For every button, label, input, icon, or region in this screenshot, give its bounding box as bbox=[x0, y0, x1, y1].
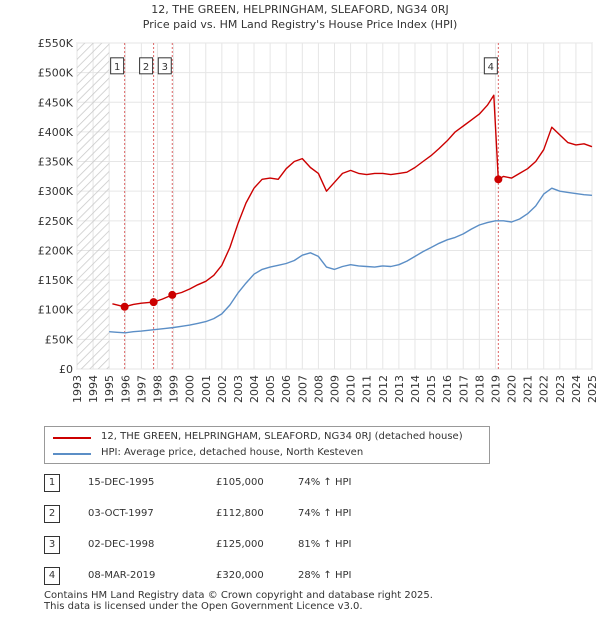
sale-row: 2 03-OCT-1997 £112,800 74% ↑ HPI bbox=[44, 504, 484, 524]
sale-point bbox=[494, 175, 503, 184]
x-tick-label: 1994 bbox=[87, 375, 100, 403]
x-tick-label: 1995 bbox=[103, 375, 116, 403]
x-tick-label: 2017 bbox=[457, 375, 470, 403]
x-tick-label: 2009 bbox=[329, 375, 342, 403]
sale-date: 02-DEC-1998 bbox=[88, 539, 155, 550]
sale-point bbox=[149, 298, 158, 307]
legend-swatch-hpi bbox=[53, 453, 91, 455]
chart-title-line1: 12, THE GREEN, HELPRINGHAM, SLEAFORD, NG… bbox=[151, 3, 448, 16]
chart-title-line2: Price paid vs. HM Land Registry's House … bbox=[143, 18, 458, 31]
sale-price: £125,000 bbox=[216, 539, 264, 550]
sale-label-box bbox=[110, 57, 125, 75]
sale-label-box bbox=[483, 57, 498, 75]
footer-line2: This data is licensed under the Open Gov… bbox=[44, 601, 363, 612]
y-tick-label: £100K bbox=[38, 304, 74, 317]
legend-label-hpi: HPI: Average price, detached house, Nort… bbox=[101, 447, 364, 458]
sale-number: 3 bbox=[44, 536, 60, 554]
x-tick-label: 2014 bbox=[409, 375, 422, 403]
x-tick-label: 1997 bbox=[135, 375, 148, 403]
sale-number: 1 bbox=[44, 474, 60, 492]
sale-hpi-change: 28% ↑ HPI bbox=[298, 570, 352, 581]
x-tick-label: 1998 bbox=[151, 375, 164, 403]
x-tick-label: 2016 bbox=[441, 375, 454, 403]
series-line-hpi bbox=[109, 187, 593, 334]
sale-point bbox=[168, 290, 177, 299]
sale-hpi-change: 81% ↑ HPI bbox=[298, 539, 352, 550]
y-tick-label: £50K bbox=[45, 333, 74, 346]
y-tick-label: £300K bbox=[38, 185, 74, 198]
sale-price: £320,000 bbox=[216, 570, 264, 581]
sale-number: 2 bbox=[44, 505, 60, 523]
footer: Contains HM Land Registry data © Crown c… bbox=[44, 590, 433, 612]
x-tick-label: 2018 bbox=[473, 375, 486, 403]
legend-label-property: 12, THE GREEN, HELPRINGHAM, SLEAFORD, NG… bbox=[101, 431, 463, 442]
x-tick-label: 2012 bbox=[377, 375, 390, 403]
x-tick-label: 2006 bbox=[280, 375, 293, 403]
x-tick-label: 1996 bbox=[119, 375, 132, 403]
y-tick-label: £350K bbox=[38, 156, 74, 169]
sale-label-text: 4 bbox=[488, 62, 494, 73]
y-tick-label: £400K bbox=[38, 126, 74, 139]
x-tick-label: 2020 bbox=[506, 375, 519, 403]
chart: 12, THE GREEN, HELPRINGHAM, SLEAFORD, NG… bbox=[38, 3, 599, 403]
sale-price: £105,000 bbox=[216, 477, 264, 488]
sale-date: 03-OCT-1997 bbox=[88, 508, 154, 519]
y-tick-label: £200K bbox=[38, 244, 74, 257]
y-tick-label: £0 bbox=[59, 363, 73, 376]
x-tick-label: 2001 bbox=[200, 375, 213, 403]
x-tick-label: 2000 bbox=[184, 375, 197, 403]
sale-hpi-change: 74% ↑ HPI bbox=[298, 477, 352, 488]
sale-hpi-change: 74% ↑ HPI bbox=[298, 508, 352, 519]
y-tick-label: £250K bbox=[38, 215, 74, 228]
x-tick-label: 2025 bbox=[586, 375, 599, 403]
sale-label-box bbox=[157, 57, 172, 75]
sale-label-text: 1 bbox=[114, 62, 120, 73]
sale-number: 4 bbox=[44, 567, 60, 585]
x-tick-label: 2022 bbox=[538, 375, 551, 403]
x-tick-label: 2005 bbox=[264, 375, 277, 403]
y-tick-label: £450K bbox=[38, 96, 74, 109]
x-tick-label: 2007 bbox=[296, 375, 309, 403]
legend: 12, THE GREEN, HELPRINGHAM, SLEAFORD, NG… bbox=[44, 426, 490, 464]
x-tick-label: 2013 bbox=[393, 375, 406, 403]
y-tick-label: £150K bbox=[38, 274, 74, 287]
sale-label-text: 2 bbox=[143, 62, 149, 73]
sale-date: 08-MAR-2019 bbox=[88, 570, 156, 581]
x-tick-label: 2003 bbox=[232, 375, 245, 403]
sale-point bbox=[120, 302, 129, 311]
sale-price: £112,800 bbox=[216, 508, 264, 519]
x-tick-label: 2021 bbox=[522, 375, 535, 403]
x-tick-label: 2023 bbox=[554, 375, 567, 403]
series-line-property bbox=[112, 94, 593, 308]
x-tick-label: 1999 bbox=[168, 375, 181, 403]
x-tick-label: 2008 bbox=[312, 375, 325, 403]
y-tick-label: £500K bbox=[38, 67, 74, 80]
footer-line1: Contains HM Land Registry data © Crown c… bbox=[44, 590, 433, 601]
legend-swatch-property bbox=[53, 437, 91, 439]
x-tick-label: 2015 bbox=[425, 375, 438, 403]
x-tick-label: 2011 bbox=[361, 375, 374, 403]
sale-row: 4 08-MAR-2019 £320,000 28% ↑ HPI bbox=[44, 566, 484, 586]
x-tick-label: 2010 bbox=[345, 375, 358, 403]
x-tick-label: 2002 bbox=[216, 375, 229, 403]
x-tick-label: 2004 bbox=[248, 375, 261, 403]
x-tick-label: 2019 bbox=[489, 375, 502, 403]
sale-label-box bbox=[139, 57, 154, 75]
sale-row: 1 15-DEC-1995 £105,000 74% ↑ HPI bbox=[44, 473, 484, 493]
x-tick-label: 2024 bbox=[570, 375, 583, 403]
sale-row: 3 02-DEC-1998 £125,000 81% ↑ HPI bbox=[44, 535, 484, 555]
pre-data-hatch bbox=[77, 43, 110, 369]
sale-date: 15-DEC-1995 bbox=[88, 477, 155, 488]
y-tick-label: £550K bbox=[38, 37, 74, 50]
x-tick-label: 1993 bbox=[71, 375, 84, 403]
sale-label-text: 3 bbox=[162, 62, 168, 73]
